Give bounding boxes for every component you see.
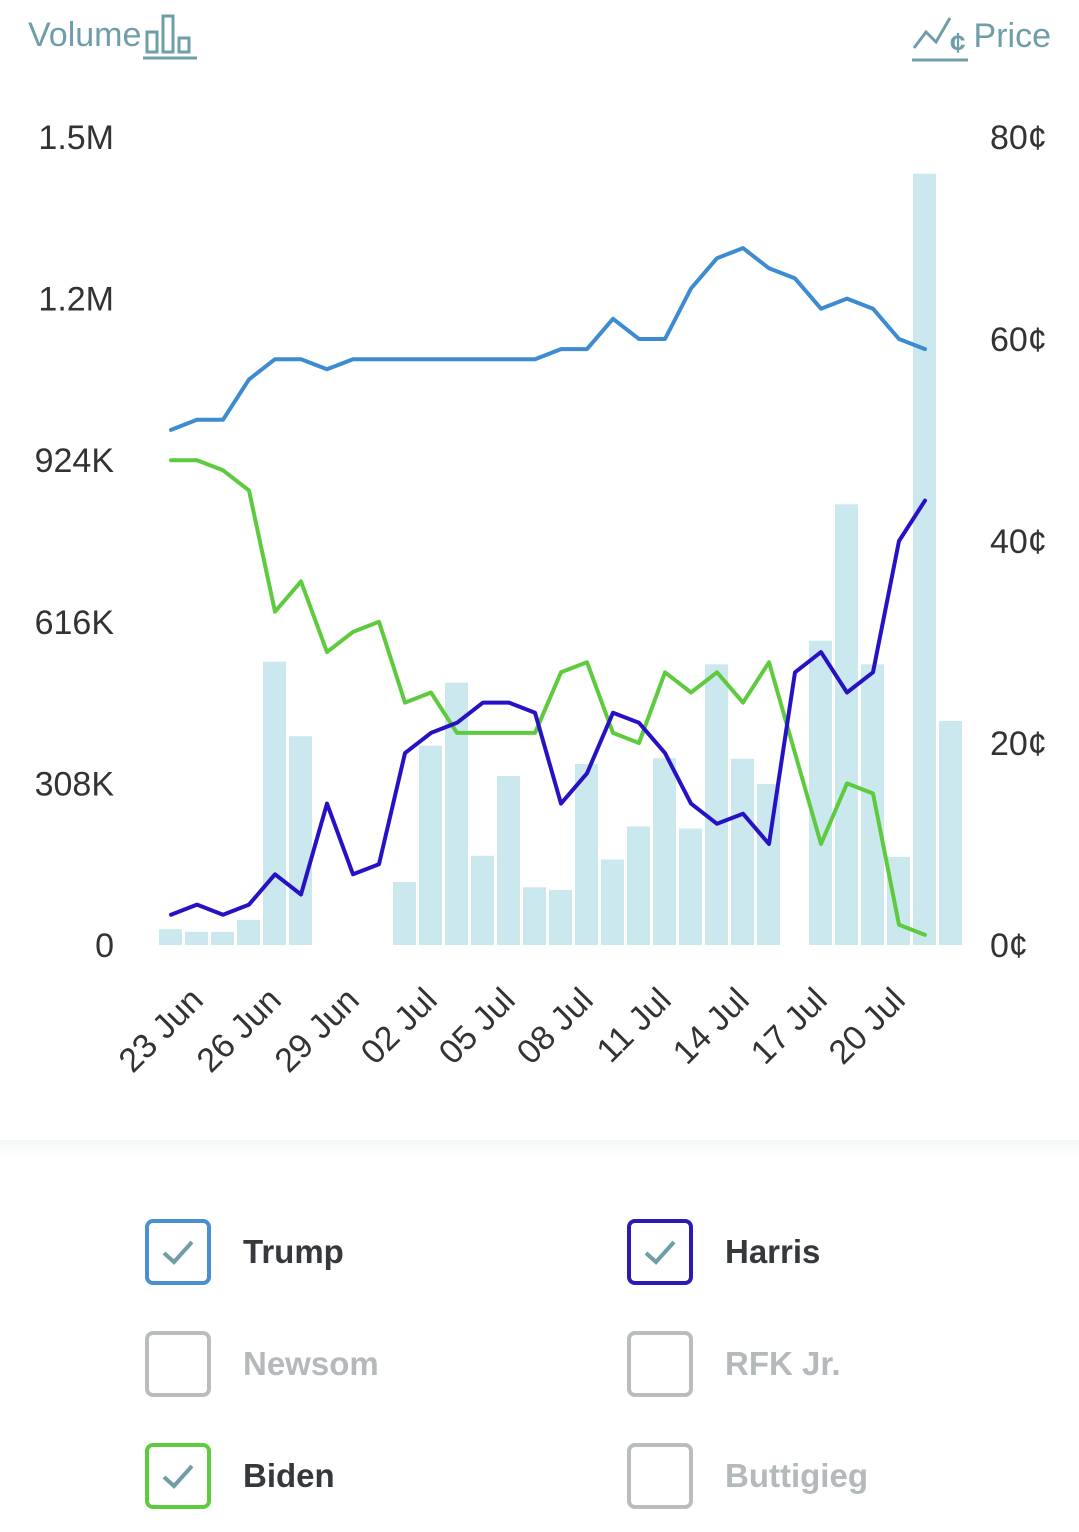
volume-bar bbox=[523, 887, 546, 945]
volume-tick-label: 1.2M bbox=[38, 281, 114, 319]
volume-label: Volume bbox=[28, 15, 142, 54]
volume-bar bbox=[679, 828, 702, 945]
date-tick-label: 17 Jul bbox=[744, 981, 835, 1072]
volume-bar bbox=[939, 720, 962, 945]
volume-toggle[interactable]: Volume bbox=[28, 10, 201, 60]
price-toggle[interactable]: ¢ Price bbox=[910, 10, 1051, 62]
volume-bars bbox=[159, 173, 962, 945]
volume-tick-label: 308K bbox=[35, 765, 115, 803]
volume-bar bbox=[185, 931, 208, 945]
svg-text:¢: ¢ bbox=[950, 27, 966, 58]
volume-bar bbox=[419, 745, 442, 945]
legend-label-buttigieg: Buttigieg bbox=[725, 1457, 868, 1494]
volume-bar bbox=[809, 640, 832, 945]
volume-bar bbox=[757, 783, 780, 945]
checkbox-biden[interactable] bbox=[145, 1443, 211, 1509]
volume-bar bbox=[211, 931, 234, 945]
series-line-biden bbox=[169, 458, 927, 937]
legend-label-biden: Biden bbox=[243, 1457, 335, 1494]
date-tick-label: 05 Jul bbox=[432, 981, 523, 1072]
volume-bar bbox=[861, 664, 884, 945]
volume-bar bbox=[887, 856, 910, 945]
price-tick-label: 60¢ bbox=[990, 321, 1047, 359]
volume-bar bbox=[497, 776, 520, 945]
volume-bar bbox=[653, 758, 676, 945]
volume-bar bbox=[445, 682, 468, 945]
volume-tick-label: 616K bbox=[35, 604, 115, 642]
price-tick-label: 80¢ bbox=[990, 119, 1047, 157]
volume-bar bbox=[159, 929, 182, 945]
date-tick-label: 02 Jul bbox=[354, 981, 445, 1072]
volume-bar bbox=[471, 855, 494, 945]
legend-label-rfk: RFK Jr. bbox=[725, 1345, 841, 1382]
date-tick-label: 11 Jul bbox=[589, 981, 678, 1070]
legend-item-rfk[interactable]: RFK Jr. bbox=[627, 1329, 841, 1399]
volume-bar bbox=[731, 758, 754, 945]
volume-bar bbox=[601, 859, 624, 945]
price-tick-label: 0¢ bbox=[990, 927, 1028, 965]
date-tick-label: 14 Jul bbox=[666, 981, 757, 1072]
legend-item-buttigieg[interactable]: Buttigieg bbox=[627, 1441, 868, 1511]
checkbox-rfk[interactable] bbox=[627, 1331, 693, 1397]
price-label: Price bbox=[973, 16, 1051, 55]
checkbox-buttigieg[interactable] bbox=[627, 1443, 693, 1509]
volume-axis: 0 308K 616K 924K 1.2M 1.5M bbox=[35, 119, 115, 965]
date-tick-label: 20 Jul bbox=[822, 981, 913, 1072]
volume-bar bbox=[627, 826, 650, 945]
price-tick-label: 40¢ bbox=[990, 523, 1047, 561]
volume-bar bbox=[263, 661, 286, 945]
price-volume-chart: 0 308K 616K 924K 1.2M 1.5M 0¢ 20¢ 40¢ 60¢ 80¢ 23 … bbox=[35, 119, 1047, 1080]
legend-item-biden[interactable]: Biden bbox=[145, 1441, 335, 1511]
volume-tick-label: 1.5M bbox=[38, 119, 114, 157]
date-tick-label: 08 Jul bbox=[510, 981, 601, 1072]
check-icon bbox=[162, 1240, 194, 1265]
volume-bar bbox=[289, 736, 312, 945]
checkbox-trump[interactable] bbox=[145, 1219, 211, 1285]
volume-bar bbox=[705, 664, 728, 945]
volume-bar bbox=[549, 889, 572, 945]
volume-tick-label: 0 bbox=[95, 927, 114, 965]
legend-label-newsom: Newsom bbox=[243, 1345, 379, 1382]
checkbox-newsom[interactable] bbox=[145, 1331, 211, 1397]
volume-bar bbox=[835, 504, 858, 945]
legend-label-harris: Harris bbox=[725, 1233, 821, 1270]
legend-item-newsom[interactable]: Newsom bbox=[145, 1329, 379, 1399]
legend-item-trump[interactable]: Trump bbox=[145, 1217, 344, 1287]
legend-item-harris[interactable]: Harris bbox=[627, 1217, 820, 1287]
volume-bar bbox=[237, 919, 260, 945]
volume-bar bbox=[913, 173, 936, 945]
price-line-icon: ¢ bbox=[911, 17, 968, 62]
series-line-harris bbox=[169, 498, 927, 917]
volume-bar bbox=[393, 882, 416, 945]
check-icon bbox=[162, 1464, 194, 1489]
price-lines bbox=[169, 246, 927, 937]
date-tick-label: 29 Jun bbox=[268, 981, 367, 1080]
checkbox-harris[interactable] bbox=[627, 1219, 693, 1285]
check-icon bbox=[644, 1240, 676, 1265]
legend-label-trump: Trump bbox=[243, 1233, 344, 1270]
date-tick-label: 26 Jun bbox=[190, 981, 289, 1080]
volume-tick-label: 924K bbox=[35, 442, 115, 480]
series-line-trump bbox=[169, 246, 927, 432]
date-tick-label: 23 Jun bbox=[112, 981, 211, 1080]
price-axis: 0¢ 20¢ 40¢ 60¢ 80¢ bbox=[990, 119, 1047, 965]
volume-bar bbox=[575, 763, 598, 945]
bar-chart-icon bbox=[143, 14, 198, 60]
divider bbox=[0, 1140, 1079, 1158]
price-tick-label: 20¢ bbox=[990, 725, 1047, 763]
